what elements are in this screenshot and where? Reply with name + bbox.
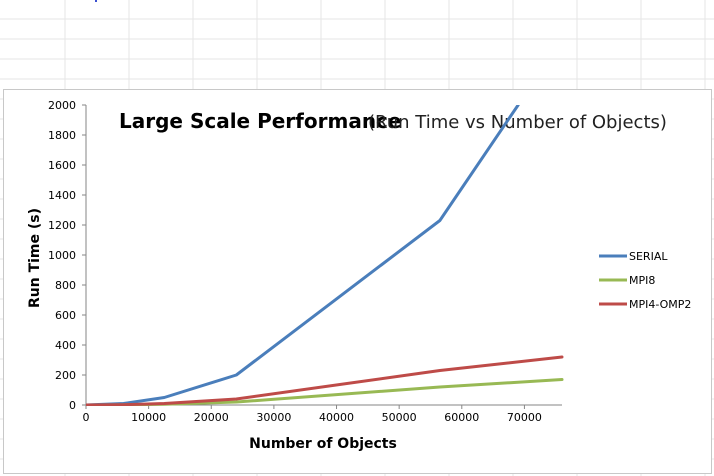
legend: SERIAL MPI8 MPI4-OMP2 xyxy=(599,250,691,311)
y-axis-title: Run Time (s) xyxy=(27,208,43,308)
line-chart: Large Scale Performance (Run Time vs Num… xyxy=(27,99,691,452)
series-line-serial xyxy=(86,105,520,406)
cell-selection-marker xyxy=(95,0,97,2)
y-tick-label: 800 xyxy=(55,279,76,292)
y-tick-label: 1200 xyxy=(48,219,76,232)
x-tick-label: 20000 xyxy=(194,411,229,424)
legend-label: MPI4-OMP2 xyxy=(629,298,691,311)
y-tick-label: 0 xyxy=(69,399,76,412)
legend-label: MPI8 xyxy=(629,274,655,287)
y-tick-label: 400 xyxy=(55,339,76,352)
y-tick-label: 600 xyxy=(55,309,76,322)
x-tick-label: 30000 xyxy=(256,411,291,424)
y-tick-label: 200 xyxy=(55,369,76,382)
x-tick-label: 40000 xyxy=(319,411,354,424)
x-tick-label: 60000 xyxy=(444,411,479,424)
y-tick-label: 1400 xyxy=(48,189,76,202)
x-tick-label: 10000 xyxy=(131,411,166,424)
chart-subtitle: (Run Time vs Number of Objects) xyxy=(368,112,667,133)
legend-label: SERIAL xyxy=(629,250,668,263)
y-tick-label: 1600 xyxy=(48,159,76,172)
y-tick-label: 1000 xyxy=(48,249,76,262)
x-axis-title: Number of Objects xyxy=(249,436,397,452)
x-tick-label: 0 xyxy=(83,411,90,424)
chart-title: Large Scale Performance xyxy=(119,109,401,133)
x-tick-label: 70000 xyxy=(507,411,542,424)
series-line-mpi4-omp2 xyxy=(86,355,564,406)
y-tick-label: 1800 xyxy=(48,129,76,142)
series-line-mpi8 xyxy=(86,378,564,406)
x-tick-label: 50000 xyxy=(382,411,417,424)
chart-frame[interactable]: Large Scale Performance (Run Time vs Num… xyxy=(3,89,712,474)
y-tick-label: 2000 xyxy=(48,99,76,112)
